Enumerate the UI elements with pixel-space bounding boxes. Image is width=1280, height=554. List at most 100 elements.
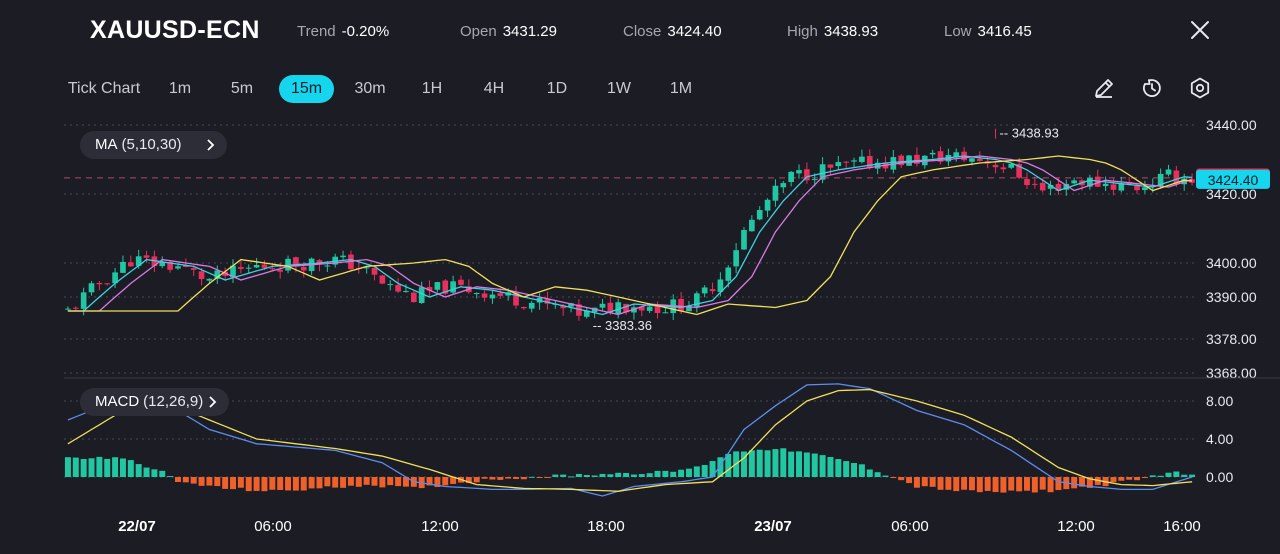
histogram-bar <box>929 477 936 487</box>
settings-icon[interactable] <box>1188 76 1212 100</box>
candle-body <box>65 308 71 310</box>
candle-body <box>269 268 276 270</box>
candle <box>112 267 118 289</box>
histogram-bar <box>843 461 850 477</box>
timeframe-30m[interactable]: 30m <box>354 80 386 97</box>
candle <box>961 147 967 162</box>
candle-body <box>780 183 787 188</box>
histogram-bar <box>685 468 692 477</box>
candle-body <box>969 158 975 162</box>
candle-body <box>434 282 441 290</box>
candle-body <box>623 303 629 313</box>
candle <box>379 274 386 285</box>
pencil-icon[interactable] <box>1092 76 1116 100</box>
candle-body <box>1118 183 1125 191</box>
timeframe-1h[interactable]: 1H <box>421 80 443 97</box>
candle-body <box>261 264 268 268</box>
price-axis-label: 3368.00 <box>1206 365 1257 381</box>
candle-body <box>120 261 126 273</box>
candle <box>1000 163 1007 174</box>
candle <box>819 157 826 184</box>
timeframe-5m[interactable]: 5m <box>230 80 254 97</box>
candle-body <box>929 152 936 155</box>
histogram-bar <box>167 476 174 478</box>
candle <box>285 255 291 274</box>
time-axis-label: 16:00 <box>1163 518 1201 535</box>
candle-body <box>143 255 150 258</box>
candle-body <box>607 302 614 313</box>
candle <box>410 290 417 303</box>
candle <box>104 283 111 286</box>
histogram-bar <box>1079 477 1086 487</box>
candle-body <box>127 262 134 267</box>
candle-body <box>253 265 260 268</box>
timeframe-1mo[interactable]: 1M <box>669 80 693 97</box>
candle-body <box>976 158 983 161</box>
candle <box>72 306 79 311</box>
histogram-bar <box>536 477 543 478</box>
ma-indicator-pill[interactable]: MA (5,10,30) <box>80 131 227 159</box>
price-chart[interactable]: 3440.00 3420.00 3400.00 3390.00 3378.00 3368.… <box>0 110 1280 554</box>
histogram-bar <box>976 477 983 493</box>
timeframe-1w[interactable]: 1W <box>607 80 631 97</box>
candle <box>450 275 456 295</box>
candle <box>403 284 409 293</box>
candle <box>764 198 771 218</box>
timeframe-1d[interactable]: 1D <box>546 80 568 97</box>
candle-body <box>316 260 323 265</box>
histogram-bar <box>143 467 150 477</box>
candle-body <box>418 287 425 304</box>
candle <box>230 259 236 284</box>
candle <box>434 281 441 293</box>
candle-body <box>159 261 166 267</box>
candle-body <box>387 284 394 286</box>
candle-body <box>481 293 488 298</box>
candle-body <box>701 287 708 294</box>
candle <box>866 149 873 170</box>
candle <box>143 250 150 263</box>
close-icon[interactable] <box>1188 18 1212 42</box>
candle-body <box>183 265 189 268</box>
timer-icon[interactable] <box>1140 76 1164 100</box>
macd-indicator-pill[interactable]: MACD (12,26,9) <box>80 388 229 416</box>
candle <box>788 171 794 187</box>
candle-body <box>1149 185 1156 187</box>
histogram-bar <box>1157 475 1164 477</box>
candle-body <box>277 269 284 272</box>
candle-body <box>222 271 228 276</box>
candle-body <box>772 185 779 201</box>
candle <box>442 279 449 296</box>
candle <box>458 275 464 288</box>
candle <box>638 305 645 317</box>
histogram-bar <box>583 475 590 477</box>
candle-body <box>599 303 606 308</box>
timeframe-tick-chart[interactable]: Tick Chart <box>67 80 141 97</box>
candle <box>796 164 802 179</box>
histogram-bar <box>913 477 920 488</box>
histogram-bar <box>906 477 913 484</box>
histogram-bar <box>1173 471 1180 477</box>
candle <box>1157 168 1164 189</box>
timeframe-15m[interactable]: 15m <box>279 75 334 103</box>
histogram-bar <box>497 477 504 480</box>
candle <box>88 281 95 296</box>
histogram-bar <box>316 477 323 489</box>
histogram-bar <box>717 457 724 477</box>
histogram-bar <box>992 477 999 493</box>
candle-body <box>1157 173 1164 187</box>
candle-body <box>725 267 732 281</box>
timeframe-1m[interactable]: 1m <box>168 80 192 97</box>
timeframe-4h[interactable]: 4H <box>483 80 505 97</box>
candle-body <box>96 282 103 285</box>
candle-body <box>371 267 378 275</box>
candle <box>214 265 221 284</box>
candle <box>127 255 134 267</box>
candle-body <box>568 303 574 307</box>
candle <box>859 149 865 164</box>
histogram-bar <box>560 474 567 477</box>
candle <box>513 285 519 309</box>
candle <box>599 298 606 311</box>
candle-body <box>198 271 205 280</box>
candle <box>843 160 850 169</box>
candle <box>245 264 252 274</box>
